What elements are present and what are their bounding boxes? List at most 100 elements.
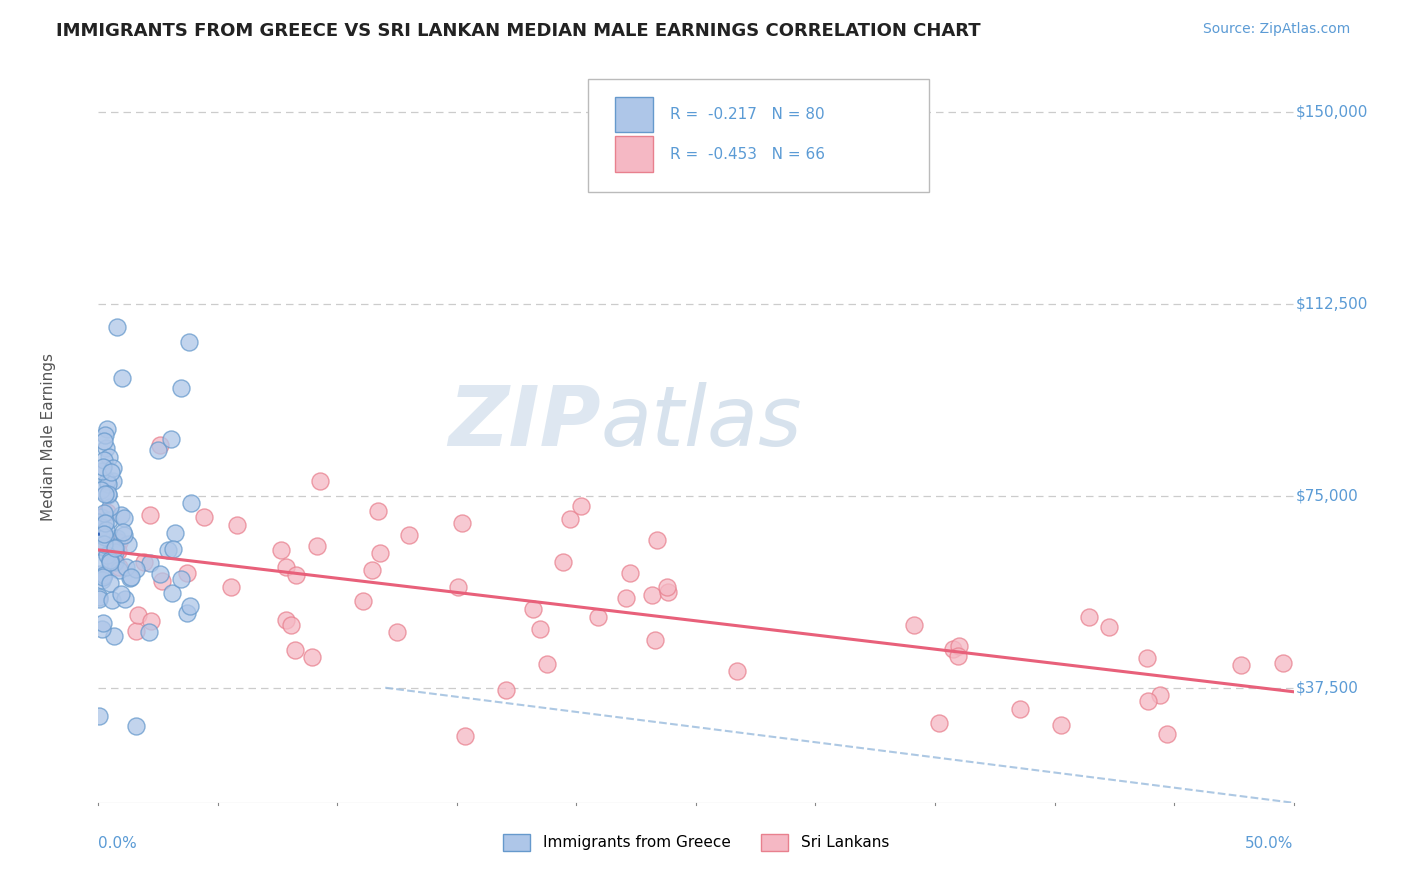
Point bbox=[104, 545, 127, 559]
Point bbox=[93, 541, 115, 555]
Point bbox=[219, 580, 242, 594]
Point bbox=[100, 593, 122, 607]
Point bbox=[110, 587, 132, 601]
Point bbox=[1008, 702, 1031, 716]
Point bbox=[107, 544, 129, 558]
Point bbox=[118, 571, 141, 585]
Point bbox=[103, 540, 125, 554]
Point bbox=[101, 552, 124, 566]
Text: Median Male Earnings: Median Male Earnings bbox=[41, 353, 56, 521]
Point bbox=[93, 516, 115, 531]
FancyBboxPatch shape bbox=[614, 136, 652, 171]
Point bbox=[93, 537, 115, 551]
Point bbox=[225, 517, 247, 532]
Point bbox=[93, 567, 115, 582]
Text: $150,000: $150,000 bbox=[1296, 104, 1368, 120]
Point bbox=[1098, 620, 1121, 634]
Point bbox=[97, 487, 120, 501]
Point bbox=[138, 624, 160, 639]
Point bbox=[89, 590, 111, 604]
Point bbox=[90, 483, 112, 497]
Point bbox=[176, 606, 198, 620]
Point bbox=[103, 460, 125, 475]
Point bbox=[655, 580, 678, 594]
Text: 50.0%: 50.0% bbox=[1246, 836, 1294, 851]
Point bbox=[614, 591, 637, 605]
Point bbox=[91, 459, 114, 474]
Point bbox=[93, 434, 115, 448]
Point bbox=[94, 530, 117, 544]
Point bbox=[645, 533, 668, 548]
Point bbox=[180, 496, 202, 510]
Point bbox=[170, 572, 193, 586]
Point bbox=[569, 499, 592, 513]
Point bbox=[156, 542, 179, 557]
Point bbox=[1156, 727, 1178, 741]
Point bbox=[179, 335, 201, 350]
Point bbox=[586, 610, 609, 624]
Point bbox=[114, 591, 136, 606]
Point bbox=[124, 624, 146, 638]
Point bbox=[98, 576, 121, 591]
Point bbox=[98, 555, 121, 569]
Point bbox=[97, 488, 120, 502]
Point bbox=[93, 526, 115, 541]
Point bbox=[94, 540, 117, 554]
Point bbox=[903, 618, 925, 632]
Point bbox=[111, 371, 134, 385]
Point bbox=[149, 566, 172, 581]
Point bbox=[96, 505, 118, 519]
Point bbox=[139, 614, 162, 628]
Point bbox=[367, 504, 389, 518]
Point bbox=[90, 464, 112, 478]
Point bbox=[93, 452, 115, 467]
Legend: Immigrants from Greece, Sri Lankans: Immigrants from Greece, Sri Lankans bbox=[496, 828, 896, 857]
Point bbox=[91, 570, 114, 584]
Point bbox=[352, 594, 374, 608]
Point bbox=[301, 649, 323, 664]
Point bbox=[96, 474, 118, 488]
Point bbox=[387, 624, 409, 639]
Point bbox=[112, 527, 135, 541]
Text: ZIP: ZIP bbox=[447, 382, 600, 463]
Point bbox=[308, 474, 330, 488]
Point bbox=[107, 535, 129, 549]
Point bbox=[553, 555, 575, 569]
Point bbox=[90, 573, 112, 587]
Point bbox=[1149, 688, 1171, 702]
Text: 0.0%: 0.0% bbox=[98, 836, 138, 851]
Point bbox=[105, 320, 128, 334]
Point bbox=[619, 566, 641, 581]
Point bbox=[94, 486, 117, 500]
Point bbox=[398, 528, 420, 542]
Point bbox=[193, 510, 215, 524]
Point bbox=[495, 682, 517, 697]
Point bbox=[112, 511, 135, 525]
Point bbox=[150, 574, 173, 588]
Point bbox=[127, 608, 149, 623]
Point bbox=[1136, 650, 1159, 665]
Point bbox=[447, 580, 470, 594]
Point bbox=[285, 568, 308, 582]
Point bbox=[90, 520, 112, 534]
FancyBboxPatch shape bbox=[614, 97, 652, 132]
Text: $112,500: $112,500 bbox=[1296, 297, 1368, 311]
Point bbox=[96, 422, 118, 436]
Point bbox=[361, 563, 384, 577]
Point bbox=[94, 441, 117, 455]
Point bbox=[104, 555, 127, 569]
Point bbox=[100, 465, 122, 479]
Point bbox=[727, 664, 749, 678]
Text: atlas: atlas bbox=[600, 382, 801, 463]
Point bbox=[93, 506, 115, 520]
Point bbox=[146, 442, 169, 457]
Point bbox=[104, 541, 127, 555]
Point bbox=[87, 709, 110, 723]
Text: R =  -0.217   N = 80: R = -0.217 N = 80 bbox=[669, 107, 824, 122]
Text: Source: ZipAtlas.com: Source: ZipAtlas.com bbox=[1202, 22, 1350, 37]
Point bbox=[98, 553, 121, 567]
Point bbox=[139, 508, 162, 523]
Point bbox=[946, 648, 969, 663]
Point bbox=[110, 508, 132, 522]
Point bbox=[1136, 694, 1159, 708]
